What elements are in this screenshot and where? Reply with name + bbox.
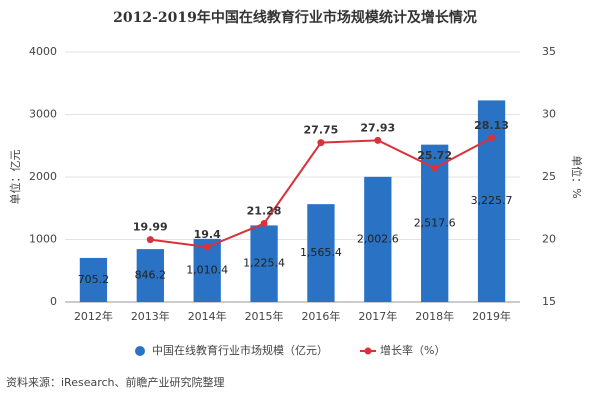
y-tick-label: 0 bbox=[50, 295, 57, 308]
line-point bbox=[374, 136, 382, 144]
line-value-label: 19.4 bbox=[194, 228, 221, 241]
bar-value-label: 1,010.4 bbox=[186, 263, 228, 276]
line-point bbox=[146, 236, 154, 244]
x-tick-label: 2018年 bbox=[415, 309, 454, 323]
y2-tick-label: 25 bbox=[542, 170, 556, 183]
legend-marker bbox=[364, 347, 372, 355]
bar bbox=[250, 225, 278, 302]
x-tick-label: 2015年 bbox=[245, 309, 284, 323]
bar-value-label: 846.2 bbox=[135, 269, 167, 282]
x-tick-label: 2012年 bbox=[74, 309, 113, 323]
bar-value-label: 2,002.6 bbox=[357, 232, 399, 245]
line-value-label: 27.93 bbox=[360, 121, 395, 134]
bar-value-label: 705.2 bbox=[78, 273, 110, 286]
y-tick-label: 1000 bbox=[29, 233, 57, 246]
line-value-label: 21.28 bbox=[247, 205, 282, 218]
x-tick-label: 2019年 bbox=[472, 309, 511, 323]
line-value-label: 27.75 bbox=[304, 124, 339, 137]
bar-value-label: 3,225.7 bbox=[471, 194, 513, 207]
y2-tick-label: 30 bbox=[542, 108, 556, 121]
legend-marker bbox=[135, 346, 145, 356]
y-axis-label: 单位：亿元 bbox=[8, 150, 22, 205]
bar bbox=[307, 204, 335, 302]
line-point bbox=[260, 220, 268, 227]
legend-label: 中国在线教育行业市场规模（亿元） bbox=[152, 343, 328, 357]
x-tick-label: 2017年 bbox=[358, 309, 397, 323]
line-value-label: 19.99 bbox=[133, 221, 168, 234]
line-point bbox=[431, 164, 439, 172]
y2-tick-label: 15 bbox=[542, 295, 556, 308]
chart-title: 2012-2019年中国在线教育行业市场规模统计及增长情况 bbox=[113, 9, 477, 26]
line-value-label: 28.13 bbox=[474, 119, 509, 132]
bar bbox=[477, 100, 506, 302]
y-tick-label: 2000 bbox=[29, 170, 57, 183]
bar-value-label: 1,225.4 bbox=[243, 257, 285, 270]
x-tick-label: 2016年 bbox=[301, 309, 340, 323]
bar bbox=[364, 176, 392, 302]
bar-value-label: 2,517.6 bbox=[414, 216, 456, 229]
y-tick-label: 4000 bbox=[29, 45, 57, 58]
bar bbox=[79, 257, 108, 302]
bar-value-label: 1,565.4 bbox=[300, 246, 342, 259]
y2-axis-label: 单位：% bbox=[570, 155, 584, 198]
x-tick-label: 2014年 bbox=[188, 309, 227, 323]
line-point bbox=[317, 139, 325, 147]
line-value-label: 25.72 bbox=[417, 149, 452, 162]
x-tick-label: 2013年 bbox=[131, 309, 170, 323]
y2-tick-label: 35 bbox=[542, 45, 556, 58]
bar bbox=[136, 249, 164, 302]
line-point bbox=[203, 243, 211, 251]
y2-tick-label: 20 bbox=[542, 233, 556, 246]
line-point bbox=[488, 134, 496, 142]
y-tick-label: 3000 bbox=[29, 108, 57, 121]
legend-label: 增长率（%） bbox=[380, 343, 445, 357]
source-note: 资料来源：iResearch、前瞻产业研究院整理 bbox=[6, 375, 225, 389]
